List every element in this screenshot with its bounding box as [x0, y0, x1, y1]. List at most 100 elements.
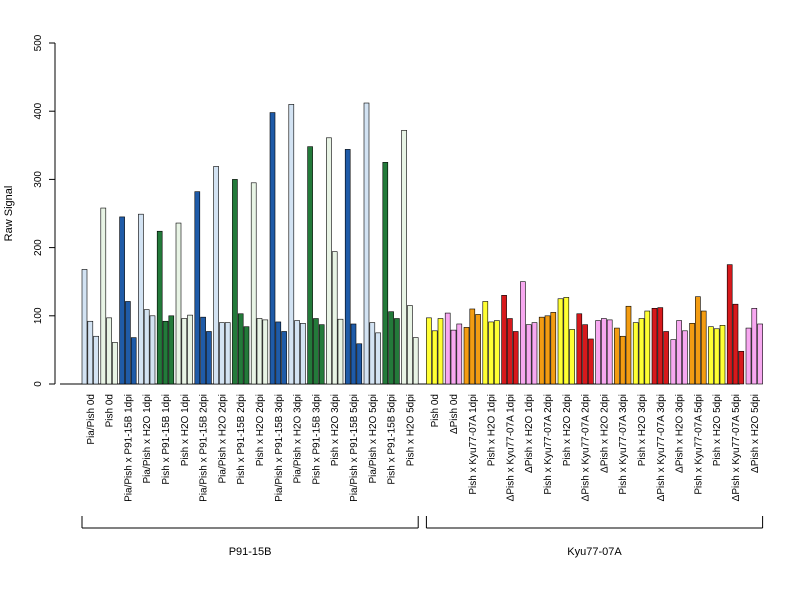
x-tick-label: ΔPish x H2O 3dpi: [675, 394, 686, 473]
y-tick-label: 100: [33, 307, 44, 324]
x-tick-label: ΔPish x H2O 1dpi: [524, 394, 535, 473]
x-tick-label: ΔPish x Kyu77-07A 2dpi: [581, 394, 592, 501]
x-tick-labels: Pia/Pish 0d Pish 0d Pia/Pish x P91-15B 1dp…: [86, 394, 761, 502]
bar: [407, 305, 413, 385]
y-axis-title: Raw Signal: [3, 186, 15, 242]
bar: [294, 320, 300, 385]
x-tick-label: Pish x Kyu77-07A 3dpi: [618, 394, 629, 495]
bar: [601, 318, 607, 385]
bar: [200, 316, 206, 385]
bar: [713, 328, 720, 385]
y-tick-label: 0: [33, 381, 44, 387]
bar: [520, 281, 526, 385]
bar: [87, 320, 94, 385]
bar: [307, 146, 313, 385]
bar: [369, 322, 376, 385]
bar: [350, 323, 357, 385]
bar: [708, 326, 714, 385]
x-tick-label: Pish x Kyu77-07A 1dpi: [468, 394, 479, 495]
x-tick-label: ΔPish x H2O 2dpi: [599, 394, 610, 473]
bar: [262, 319, 269, 385]
bar: [732, 303, 739, 385]
bar: [501, 295, 507, 385]
bar: [507, 318, 513, 385]
bar: [162, 320, 169, 385]
bar: [494, 320, 500, 385]
x-tick-label: ΔPish x Kyu77-07A 1dpi: [505, 394, 516, 501]
bar: [363, 102, 370, 385]
bar: [531, 322, 538, 385]
bar: [106, 317, 112, 385]
bar: [356, 343, 363, 385]
x-tick-label: Pia/Pish x H2O 5dpi: [368, 394, 379, 484]
bar: [463, 327, 470, 385]
bar: [213, 166, 219, 385]
bar: [382, 162, 389, 385]
x-tick-label: Pish x H2O 5dpi: [405, 394, 416, 466]
bar: [269, 112, 276, 385]
x-tick-label: Pia/Pish x H2O 3dpi: [293, 394, 304, 484]
bar: [475, 314, 481, 385]
x-tick-label: Pish x H2O 3dpi: [637, 394, 648, 466]
bar: [738, 350, 745, 385]
x-tick-label: ΔPish x Kyu77-07A 5dpi: [731, 394, 742, 501]
x-tick-label: Pish x H2O 1dpi: [487, 394, 498, 466]
bar: [119, 216, 125, 385]
bar: [331, 251, 338, 385]
bar: [689, 323, 695, 385]
x-tick-label: Pish x H2O 1dpi: [180, 394, 191, 466]
bar: [614, 327, 620, 385]
bar: [375, 332, 381, 385]
bar: [482, 301, 489, 385]
bar: [644, 310, 651, 385]
bar: [243, 326, 250, 385]
bar: [181, 318, 188, 385]
x-tick-label: Pia/Pish x P91-15B 1dpi: [123, 394, 134, 502]
bar: [676, 320, 682, 385]
bar: [569, 329, 575, 385]
bar: [670, 339, 677, 385]
bar: [657, 307, 664, 385]
bar: [431, 330, 438, 385]
bar: [288, 104, 295, 385]
bar: [625, 305, 632, 385]
x-tick-label: Pish x P91-15B 5dpi: [387, 394, 398, 485]
x-tick-label: Pish x H2O 2dpi: [562, 394, 573, 466]
x-tick-label: Pia/Pish x P91-15B 5dpi: [349, 394, 360, 502]
bar: [256, 318, 263, 385]
bar: [300, 323, 306, 385]
bar: [751, 307, 758, 385]
bar: [149, 315, 156, 385]
bar: [563, 297, 570, 385]
x-tick-label: Pia/Pish 0d: [86, 394, 97, 445]
bar: [232, 179, 238, 385]
bar: [112, 342, 118, 385]
x-tick-label: Pish x Kyu77-07A 5dpi: [693, 394, 704, 495]
bar: [412, 337, 419, 385]
x-tick-label: Pish x P91-15B 1dpi: [161, 394, 172, 485]
bar: [745, 327, 752, 385]
x-tick-label: Pish x H2O 3dpi: [330, 394, 341, 466]
x-tick-label: Pish 0d: [105, 394, 116, 427]
x-tick-label: Pish x H2O 2dpi: [255, 394, 266, 466]
bar: [313, 318, 319, 385]
bar: [606, 319, 613, 385]
x-tick-label: ΔPish x H2O 5dpi: [750, 394, 761, 473]
bar: [194, 191, 201, 385]
bar: [206, 331, 212, 385]
bar: [401, 129, 407, 385]
bar: [318, 324, 325, 385]
bar: [237, 313, 244, 385]
bar: [224, 322, 231, 385]
bar: [557, 298, 564, 385]
y-tick-label: 300: [33, 171, 44, 188]
bar: [469, 308, 476, 385]
bar: [337, 318, 344, 385]
x-tick-label: Pish 0d: [430, 394, 441, 427]
bar: [281, 331, 287, 385]
x-tick-label: Pia/Pish x P91-15B 3dpi: [274, 394, 285, 502]
bar: [143, 309, 150, 385]
group-label: P91-15B: [229, 546, 272, 558]
